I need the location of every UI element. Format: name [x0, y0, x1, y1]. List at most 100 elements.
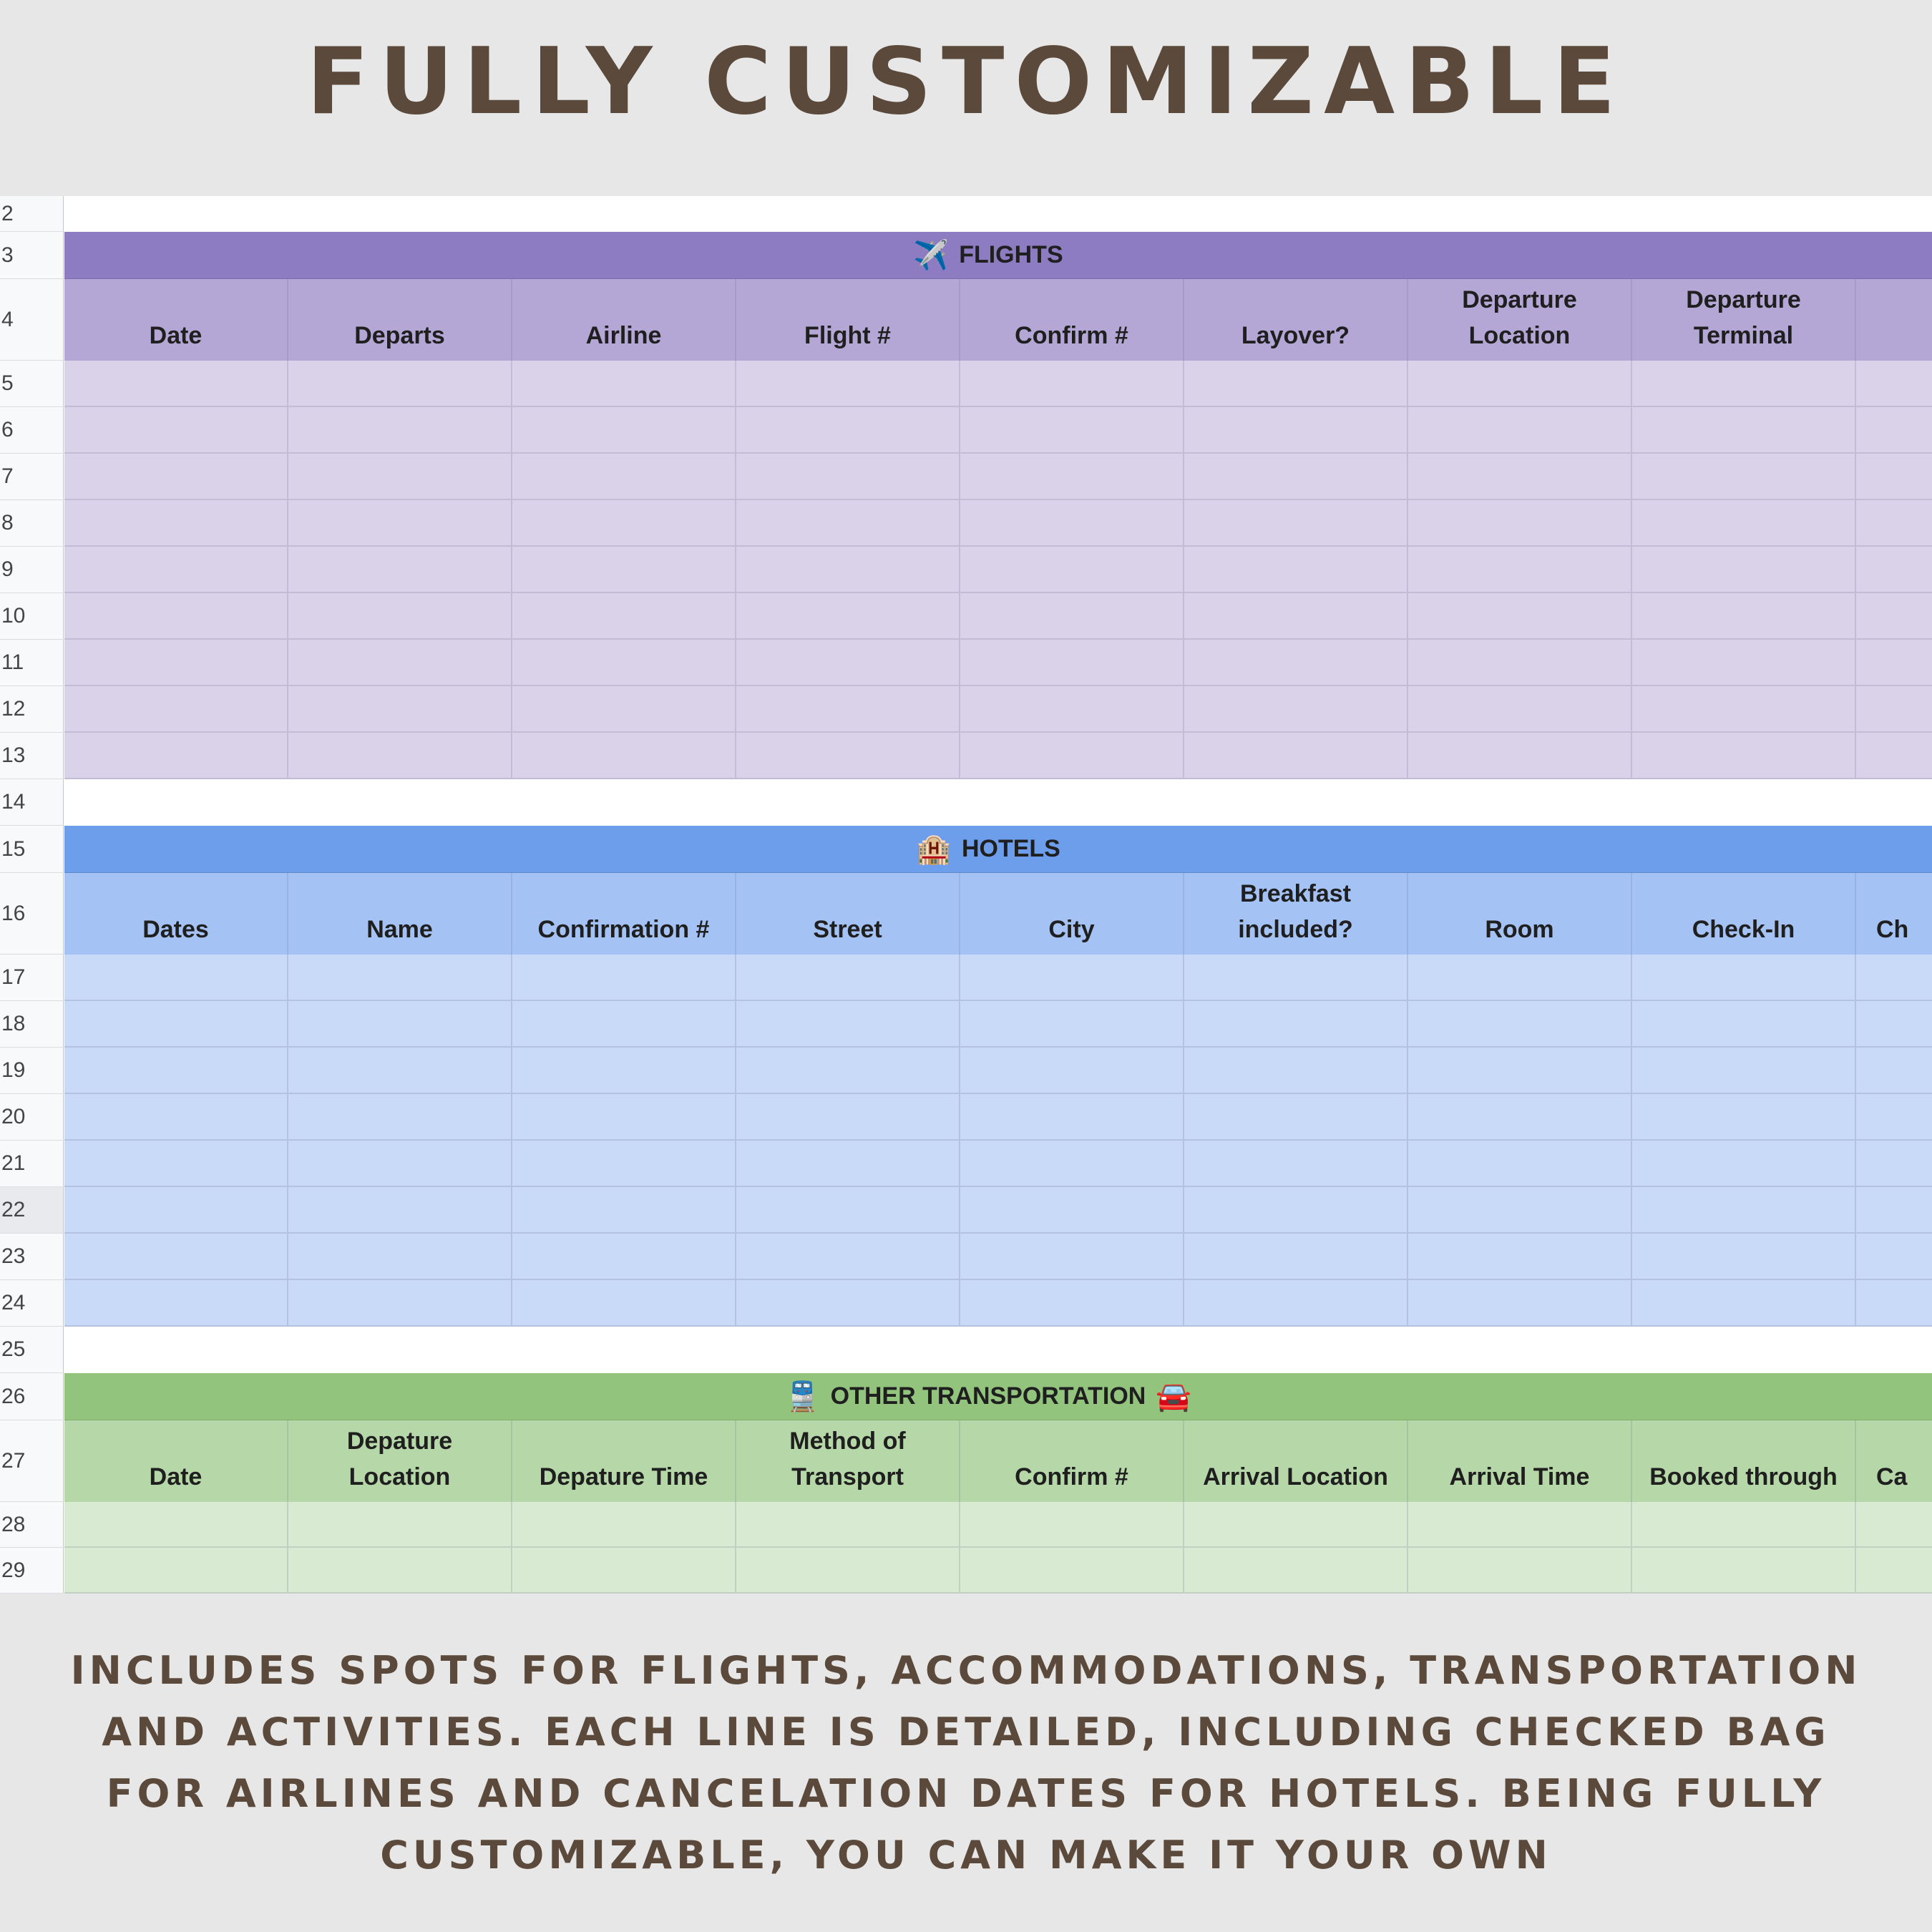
- hotels-data-cell[interactable]: [960, 955, 1184, 1001]
- hotels-column-header[interactable]: City: [960, 873, 1184, 955]
- flights-data-cell[interactable]: [1856, 361, 1932, 407]
- flights-data-cell[interactable]: [960, 686, 1184, 733]
- row-number[interactable]: 22: [0, 1187, 64, 1234]
- hotels-data-cell[interactable]: [64, 1048, 288, 1094]
- hotels-data-cell[interactable]: [736, 1094, 960, 1141]
- transport-data-cell[interactable]: [512, 1502, 736, 1548]
- flights-data-cell[interactable]: [736, 361, 960, 407]
- hotels-column-header[interactable]: Check-In: [1632, 873, 1856, 955]
- flights-data-cell[interactable]: [1184, 500, 1408, 547]
- flights-data-cell[interactable]: [736, 454, 960, 500]
- hotels-data-cell[interactable]: [1632, 1001, 1856, 1048]
- transport-column-header[interactable]: Method of Transport: [736, 1420, 960, 1502]
- transport-data-cell[interactable]: [1632, 1502, 1856, 1548]
- row-number[interactable]: 24: [0, 1280, 64, 1327]
- hotels-data-cell[interactable]: [288, 1187, 512, 1234]
- flights-data-cell[interactable]: [288, 407, 512, 454]
- hotels-data-cell[interactable]: [1632, 1048, 1856, 1094]
- hotels-data-cell[interactable]: [1408, 1001, 1632, 1048]
- flights-column-header[interactable]: Layover?: [1184, 279, 1408, 361]
- hotels-data-cell[interactable]: [1632, 1187, 1856, 1234]
- hotels-data-cell[interactable]: [1184, 1048, 1408, 1094]
- hotels-data-cell[interactable]: [1408, 1234, 1632, 1280]
- transport-section-banner[interactable]: 🚆 OTHER TRANSPORTATION 🚘: [64, 1373, 1932, 1420]
- flights-data-cell[interactable]: [1856, 500, 1932, 547]
- flights-data-cell[interactable]: [1632, 454, 1856, 500]
- hotels-data-cell[interactable]: [512, 1141, 736, 1187]
- hotels-data-cell[interactable]: [736, 1048, 960, 1094]
- flights-data-cell[interactable]: [288, 733, 512, 779]
- flights-column-header[interactable]: Flight #: [736, 279, 960, 361]
- hotels-data-cell[interactable]: [64, 1187, 288, 1234]
- row-number[interactable]: 17: [0, 955, 64, 1001]
- empty-row[interactable]: [64, 1327, 1932, 1373]
- row-number[interactable]: 3: [0, 232, 64, 279]
- flights-data-cell[interactable]: [1632, 407, 1856, 454]
- flights-data-cell[interactable]: [64, 733, 288, 779]
- row-number[interactable]: 13: [0, 733, 64, 779]
- hotels-data-cell[interactable]: [512, 1048, 736, 1094]
- hotels-data-cell[interactable]: [1856, 1094, 1932, 1141]
- hotels-data-cell[interactable]: [288, 1234, 512, 1280]
- hotels-data-cell[interactable]: [1856, 1048, 1932, 1094]
- flights-data-cell[interactable]: [64, 686, 288, 733]
- hotels-data-cell[interactable]: [64, 1094, 288, 1141]
- flights-data-cell[interactable]: [1632, 733, 1856, 779]
- flights-data-cell[interactable]: [512, 547, 736, 593]
- row-number[interactable]: 18: [0, 1001, 64, 1048]
- row-number[interactable]: 12: [0, 686, 64, 733]
- flights-data-cell[interactable]: [288, 686, 512, 733]
- row-number[interactable]: 5: [0, 361, 64, 407]
- hotels-data-cell[interactable]: [64, 955, 288, 1001]
- flights-column-header[interactable]: Confirm #: [960, 279, 1184, 361]
- row-number[interactable]: 4: [0, 279, 64, 361]
- flights-data-cell[interactable]: [288, 361, 512, 407]
- hotels-data-cell[interactable]: [288, 1141, 512, 1187]
- hotels-data-cell[interactable]: [288, 1280, 512, 1327]
- flights-column-header[interactable]: Airline: [512, 279, 736, 361]
- hotels-data-cell[interactable]: [512, 1234, 736, 1280]
- flights-data-cell[interactable]: [1184, 361, 1408, 407]
- flights-data-cell[interactable]: [1856, 593, 1932, 640]
- transport-data-cell[interactable]: [64, 1548, 288, 1594]
- flights-data-cell[interactable]: [1856, 733, 1932, 779]
- transport-column-header[interactable]: Arrival Location: [1184, 1420, 1408, 1502]
- flights-data-cell[interactable]: [64, 547, 288, 593]
- hotels-data-cell[interactable]: [1184, 1094, 1408, 1141]
- flights-data-cell[interactable]: [960, 640, 1184, 686]
- hotels-data-cell[interactable]: [736, 1280, 960, 1327]
- flights-data-cell[interactable]: [1856, 407, 1932, 454]
- row-number[interactable]: 25: [0, 1327, 64, 1373]
- flights-data-cell[interactable]: [64, 593, 288, 640]
- hotels-column-header[interactable]: Name: [288, 873, 512, 955]
- row-number[interactable]: 11: [0, 640, 64, 686]
- flights-data-cell[interactable]: [512, 500, 736, 547]
- flights-data-cell[interactable]: [960, 407, 1184, 454]
- flights-data-cell[interactable]: [1184, 547, 1408, 593]
- hotels-data-cell[interactable]: [1856, 955, 1932, 1001]
- transport-data-cell[interactable]: [736, 1502, 960, 1548]
- flights-data-cell[interactable]: [1856, 547, 1932, 593]
- flights-data-cell[interactable]: [1632, 640, 1856, 686]
- flights-data-cell[interactable]: [1408, 454, 1632, 500]
- row-number[interactable]: 23: [0, 1234, 64, 1280]
- hotels-column-header[interactable]: Street: [736, 873, 960, 955]
- hotels-data-cell[interactable]: [1856, 1280, 1932, 1327]
- hotels-data-cell[interactable]: [1632, 1094, 1856, 1141]
- hotels-data-cell[interactable]: [736, 1234, 960, 1280]
- row-number[interactable]: 26: [0, 1373, 64, 1420]
- row-number[interactable]: 21: [0, 1141, 64, 1187]
- flights-data-cell[interactable]: [736, 500, 960, 547]
- flights-data-cell[interactable]: [960, 593, 1184, 640]
- hotels-data-cell[interactable]: [1184, 1187, 1408, 1234]
- flights-data-cell[interactable]: [512, 593, 736, 640]
- row-number[interactable]: 20: [0, 1094, 64, 1141]
- flights-column-header[interactable]: Departs: [288, 279, 512, 361]
- flights-data-cell[interactable]: [1408, 593, 1632, 640]
- flights-data-cell[interactable]: [64, 407, 288, 454]
- flights-data-cell[interactable]: [1408, 640, 1632, 686]
- transport-column-header[interactable]: Confirm #: [960, 1420, 1184, 1502]
- hotels-data-cell[interactable]: [960, 1001, 1184, 1048]
- hotels-data-cell[interactable]: [736, 955, 960, 1001]
- hotels-data-cell[interactable]: [512, 1094, 736, 1141]
